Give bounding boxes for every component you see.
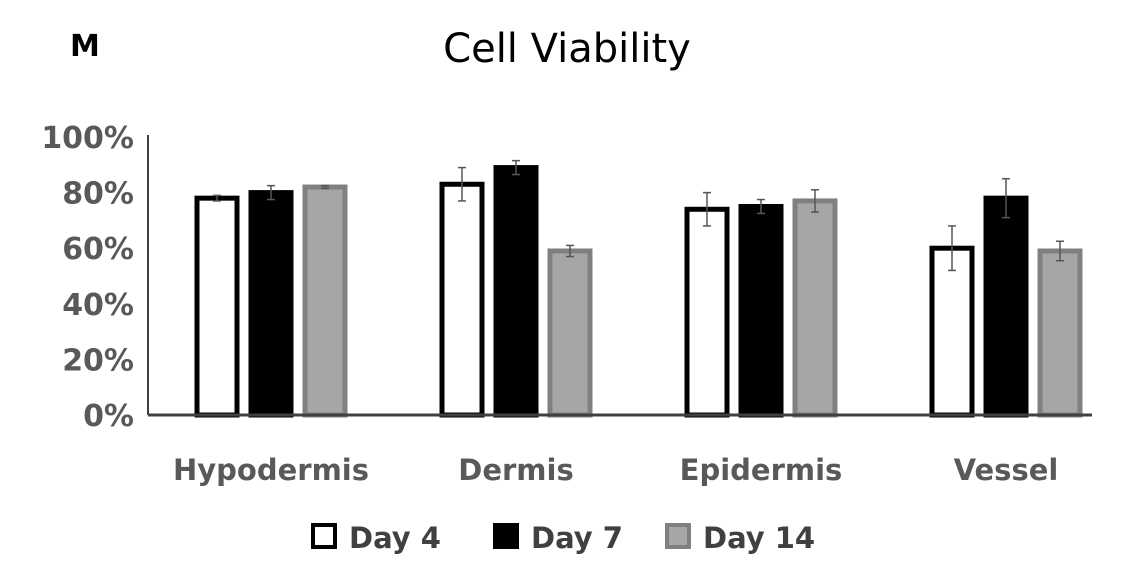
legend-swatch	[665, 523, 691, 549]
error-bar	[757, 198, 765, 215]
y-tick-label: 40%	[62, 288, 134, 323]
x-tick-label: Hypodermis	[173, 453, 369, 487]
bar-day-4	[684, 206, 730, 418]
error-bar	[1002, 177, 1010, 219]
error-bar	[458, 166, 466, 202]
bar-day-4	[439, 181, 485, 418]
bar-day-7	[738, 204, 784, 418]
error-bar	[321, 184, 329, 190]
bar-day-4	[929, 245, 975, 418]
bar-day-7	[983, 195, 1029, 418]
panel-label: M	[70, 29, 100, 64]
bar-day-14	[1037, 248, 1083, 418]
error-bar	[512, 159, 520, 176]
bar-day-7	[248, 190, 294, 418]
x-tick-label: Dermis	[458, 453, 573, 487]
bar-day-14	[547, 248, 593, 418]
error-bar	[948, 225, 956, 272]
legend-swatch	[493, 523, 519, 549]
legend-label: Day 4	[349, 521, 441, 555]
error-bar	[267, 184, 275, 201]
y-tick-label: 60%	[62, 232, 134, 267]
error-bar	[703, 191, 711, 227]
legend-swatch	[311, 523, 337, 549]
legend-label: Day 7	[531, 521, 623, 555]
legend-label: Day 14	[703, 521, 815, 555]
x-tick-label: Vessel	[954, 453, 1059, 487]
x-tick-label: Epidermis	[680, 453, 843, 487]
y-tick-label: 100%	[41, 121, 134, 156]
bar-day-7	[493, 165, 539, 418]
chart-title: Cell Viability	[443, 26, 691, 72]
bar-day-14	[302, 184, 348, 418]
bar-day-4	[194, 195, 240, 418]
error-bar	[1056, 240, 1064, 262]
y-tick-label: 20%	[62, 343, 134, 378]
error-bar	[213, 194, 221, 202]
y-tick-label: 0%	[83, 399, 134, 434]
y-tick-label: 80%	[62, 177, 134, 212]
bar-day-14	[792, 198, 838, 418]
error-bar	[566, 244, 574, 258]
error-bar	[811, 189, 819, 213]
